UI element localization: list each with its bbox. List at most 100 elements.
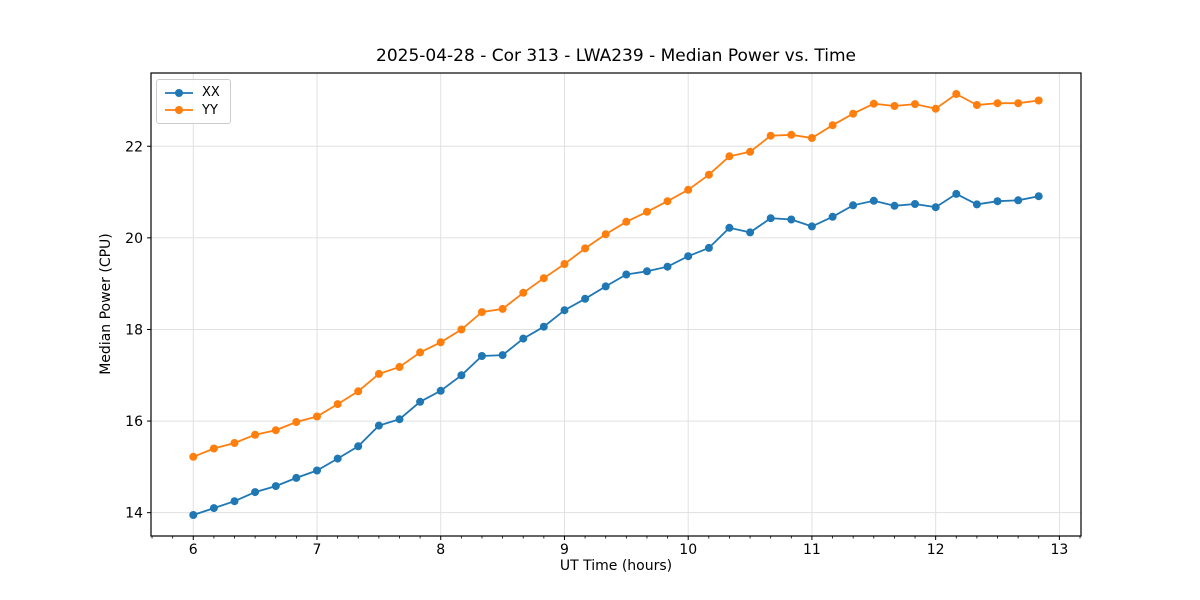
series-yy-point	[416, 348, 425, 357]
series-xx-line	[193, 192, 1039, 516]
series-yy-point	[1034, 96, 1043, 105]
series-yy-point	[271, 426, 280, 435]
series-yy-point	[787, 130, 796, 139]
series-yy-point	[230, 439, 239, 447]
series-yy-point	[725, 152, 734, 161]
series-yy-point	[313, 412, 321, 421]
legend: XX YY	[156, 79, 231, 124]
series-yy-point	[931, 104, 940, 113]
series-xx-point	[663, 262, 672, 271]
series-yy-point	[292, 418, 301, 426]
series-yy-point	[333, 400, 342, 409]
series-xx-point	[911, 200, 919, 208]
series-yy-point	[993, 99, 1002, 108]
legend-sample-yy	[165, 106, 193, 115]
series-yy-point	[581, 244, 590, 253]
x-tick-label: 7	[313, 542, 322, 558]
series-xx-point	[807, 222, 816, 231]
x-tick-label: 8	[436, 542, 445, 558]
y-tick-label: 22	[125, 139, 143, 155]
series-xx-point	[890, 201, 899, 210]
series-yy-point	[189, 452, 198, 461]
series-yy-point	[704, 170, 713, 179]
series-yy-point	[746, 147, 755, 156]
series-xx-point	[436, 386, 445, 395]
series-xx-point	[643, 267, 651, 276]
series-xx-point	[931, 203, 940, 212]
series-xx-point	[560, 306, 569, 315]
x-tick-label: 10	[679, 542, 697, 558]
y-tick-label: 16	[125, 414, 143, 430]
series-xx-point	[477, 352, 486, 360]
x-tick-label: 11	[803, 542, 821, 558]
series-xx-point	[354, 442, 363, 451]
legend-item-xx: XX	[165, 84, 220, 102]
legend-label-yy: YY	[202, 102, 218, 118]
series-xx-point	[725, 223, 734, 232]
series-yy-point	[849, 109, 858, 118]
series-yy-point	[354, 387, 363, 396]
series-xx-point	[869, 196, 878, 205]
series-xx-point	[704, 243, 713, 252]
series-xx-point	[1034, 192, 1043, 201]
series-xx-point	[766, 214, 775, 223]
series-yy-point	[1014, 99, 1023, 108]
series-xx-point	[457, 371, 466, 380]
series-xx-point	[395, 415, 404, 424]
legend-item-yy: YY	[165, 102, 220, 120]
y-axis-label-text: Median Power (CPU)	[98, 233, 114, 375]
series-xx-point	[313, 466, 321, 475]
series-xx-point	[416, 397, 425, 406]
legend-marker-icon	[175, 88, 183, 97]
x-axis-label: UT Time (hours)	[559, 558, 673, 574]
series-yy-point	[209, 444, 218, 453]
series-yy-point	[766, 131, 775, 140]
series-xx-point	[333, 454, 342, 463]
y-tick-label: 20	[125, 231, 143, 247]
series-xx-point	[972, 200, 981, 209]
plot-border	[150, 72, 1082, 537]
series-xx-point	[189, 511, 198, 519]
series-yy-point	[539, 274, 548, 283]
y-tick-label: 14	[125, 506, 143, 522]
series-xx-point	[828, 212, 837, 221]
series-yy-line	[192, 92, 1039, 458]
series-xx-point	[292, 473, 301, 482]
x-tick-label: 12	[927, 542, 945, 558]
series-yy-point	[643, 207, 651, 216]
series-xx-point	[581, 294, 590, 303]
series-yy-point	[952, 90, 961, 98]
series-yy-point	[477, 308, 486, 317]
series-xx-point	[952, 189, 961, 198]
series-yy-point	[395, 363, 404, 371]
series-xx-point	[230, 497, 239, 506]
series-yy-point	[684, 185, 693, 194]
series-yy-point	[436, 338, 445, 347]
chart-title: 2025-04-28 - Cor 313 - LWA239 - Median P…	[376, 46, 856, 66]
x-tick-label: 6	[189, 542, 198, 558]
series-yy-point	[869, 99, 878, 108]
series-xx-point	[498, 351, 507, 360]
series-yy-point	[911, 100, 919, 109]
y-tick-label: 18	[125, 322, 143, 338]
series-yy-point	[622, 217, 631, 226]
series-xx-point	[539, 322, 548, 331]
series-yy-point	[601, 230, 610, 239]
legend-marker-icon	[175, 106, 183, 115]
series-yy-point	[972, 101, 981, 109]
series-xx-point	[601, 282, 610, 291]
series-xx-point	[519, 334, 528, 343]
legend-sample-xx	[165, 88, 193, 97]
series-yy-point	[374, 369, 383, 378]
series-xx-point	[271, 482, 280, 491]
series-yy-point	[251, 430, 260, 439]
legend-label-xx: XX	[202, 85, 220, 101]
series-xx-point	[746, 228, 755, 237]
series-xx-point	[787, 215, 796, 224]
series-xx-point	[993, 197, 1002, 206]
series-xx-point	[209, 504, 218, 513]
series-xx-point	[684, 252, 693, 261]
x-tick-label: 9	[560, 542, 569, 558]
